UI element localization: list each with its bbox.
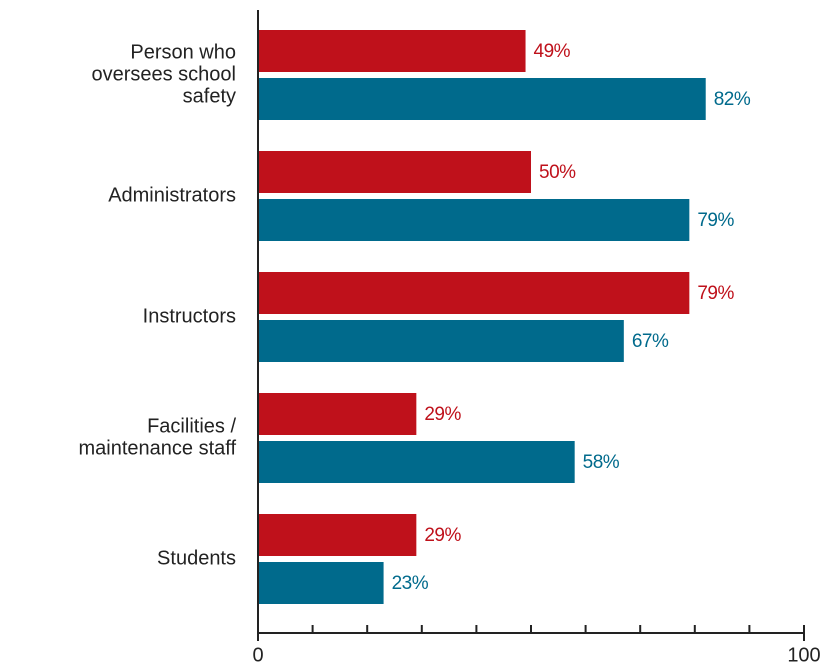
value-label: 58%: [583, 452, 620, 473]
value-label: 67%: [632, 331, 669, 352]
y-tick-label: Administrators: [108, 184, 236, 206]
value-label: 82%: [714, 89, 751, 110]
value-label: 23%: [392, 573, 429, 594]
x-tick-label: 0: [252, 644, 263, 664]
y-tick-label: Instructors: [143, 305, 236, 327]
bar: [258, 562, 384, 604]
x-tick-label: 100: [787, 644, 820, 664]
value-label: 79%: [697, 283, 734, 304]
value-label: 50%: [539, 162, 576, 183]
bar: [258, 320, 624, 362]
bar: [258, 272, 690, 314]
bar: [258, 199, 690, 241]
y-tick-label: safety: [183, 85, 236, 107]
bar: [258, 151, 531, 193]
value-label: 29%: [424, 525, 461, 546]
bar: [258, 78, 706, 120]
value-label: 29%: [424, 404, 461, 425]
y-tick-label: oversees school: [91, 63, 236, 85]
y-tick-label: Students: [157, 547, 236, 569]
y-tick-label: maintenance staff: [78, 437, 236, 459]
bar: [258, 393, 417, 435]
bar: [258, 441, 575, 483]
value-label: 79%: [697, 210, 734, 231]
y-tick-label: Person who: [130, 41, 236, 63]
y-tick-label: Facilities /: [147, 415, 236, 437]
bar: [258, 514, 417, 556]
value-label: 49%: [534, 41, 571, 62]
bar: [258, 30, 526, 72]
